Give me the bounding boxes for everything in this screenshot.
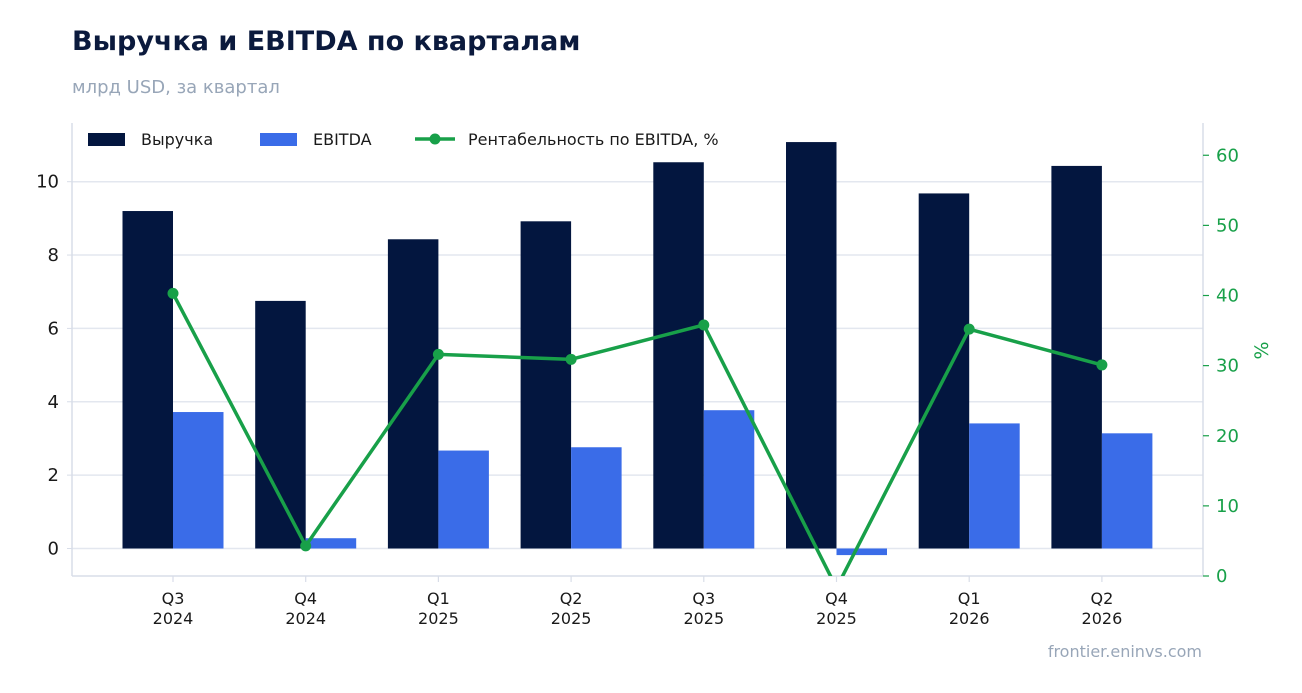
ebitda-bar: [969, 423, 1020, 549]
tick-labels: 0 2 4 6 8 10 0 10 20 30 40 50 60% Q3 2024 Q4 2024 Q1 2025 Q…: [36, 145, 1273, 628]
left-tick-label: 4: [48, 392, 59, 413]
margin-point: [963, 323, 975, 335]
axes: [67, 123, 1209, 582]
x-tick-label: Q4 2024: [285, 589, 326, 628]
revenue-bar: [520, 221, 572, 549]
left-tick-label: 2: [48, 465, 59, 486]
legend-label-ebitda: EBITDA: [313, 130, 372, 149]
ebitda-bar: [836, 548, 887, 556]
chart-title: Выручка и EBITDA по кварталам: [72, 26, 581, 57]
x-tick-label: Q1 2025: [418, 589, 459, 628]
left-tick-label: 10: [36, 172, 59, 193]
grid-lines: [72, 180, 1203, 550]
ebitda-bar: [173, 412, 224, 549]
legend-marker-margin: [429, 133, 441, 145]
bars: [122, 142, 1153, 556]
margin-polyline: [171, 292, 1103, 576]
margin-point: [167, 287, 179, 299]
x-tick-label: Q1 2026: [949, 589, 990, 628]
right-tick-label: 20: [1216, 426, 1239, 447]
revenue-bar: [122, 211, 173, 549]
revenue-bar: [653, 162, 704, 549]
revenue-bar: [786, 142, 837, 549]
left-tick-label: 8: [48, 245, 59, 266]
revenue-bar: [255, 300, 306, 549]
x-tick-label: Q2 2026: [1082, 589, 1123, 628]
right-tick-label: 10: [1216, 496, 1239, 517]
chart-subtitle: млрд USD, за квартал: [72, 77, 280, 98]
legend: Выручка EBITDA Рентабельность по EBITDA, %: [88, 130, 719, 149]
x-tick-label: Q3 2025: [683, 589, 724, 628]
right-tick-label: 60: [1216, 145, 1239, 166]
margin-point: [565, 353, 577, 365]
margin-line: [167, 287, 1108, 576]
ebitda-bar: [305, 538, 357, 549]
margin-point: [1096, 359, 1108, 371]
left-tick-label: 0: [48, 538, 59, 559]
legend-swatch-revenue: [88, 133, 125, 146]
margin-point: [432, 348, 444, 360]
ebitda-bar: [703, 410, 755, 549]
legend-swatch-ebitda: [260, 133, 297, 146]
revenue-bar: [918, 193, 970, 549]
margin-point: [300, 540, 312, 552]
legend-label-revenue: Выручка: [141, 130, 213, 149]
x-tick-label: Q4 2025: [816, 589, 857, 628]
x-tick-label: Q2 2025: [551, 589, 592, 628]
right-axis-label: %: [1251, 341, 1273, 359]
right-tick-label: 50: [1216, 215, 1239, 236]
ebitda-bar: [1101, 433, 1153, 549]
right-tick-label: 30: [1216, 356, 1239, 377]
x-tick-label: Q3 2024: [153, 589, 194, 628]
ebitda-bar: [571, 447, 622, 549]
right-tick-label: 40: [1216, 286, 1239, 307]
legend-label-margin: Рентабельность по EBITDA, %: [468, 130, 719, 149]
right-tick-label: 0: [1216, 566, 1227, 587]
ebitda-bar: [438, 450, 489, 549]
source-watermark: frontier.eninvs.com: [1047, 642, 1202, 661]
left-tick-label: 6: [48, 318, 59, 339]
margin-point: [698, 319, 710, 331]
